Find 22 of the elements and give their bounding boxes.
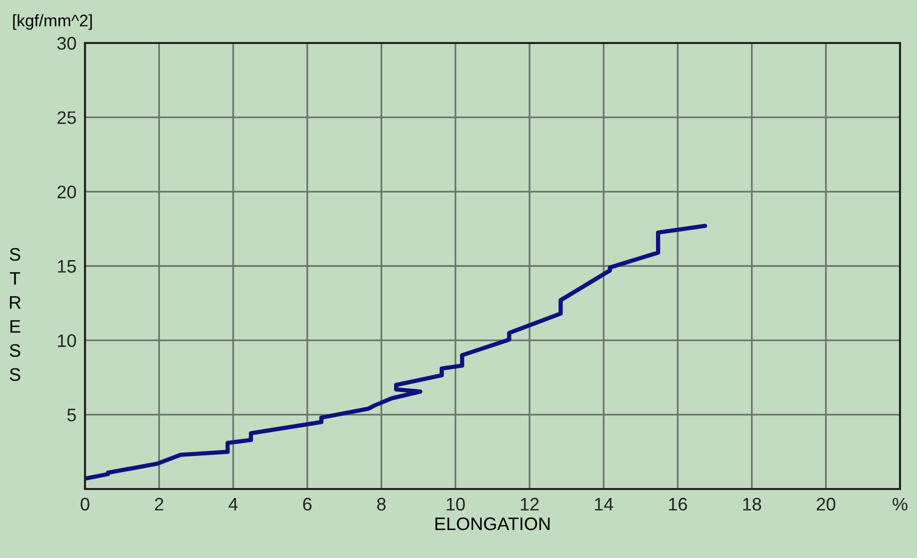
y-tick-label: 20 [57,186,76,198]
x-tick-label: 12 [520,498,539,510]
x-axis-title: ELONGATION [435,517,550,530]
x-tick-label: 18 [743,498,762,511]
x-tick-label: 8 [377,498,386,511]
x-tick-label: 0 [80,498,90,511]
text: [kgf/mm^2] [13,14,92,30]
x-tick-label: % [892,498,908,511]
y-tick-label: 15 [58,260,76,273]
x-tick-label: 4 [228,498,238,510]
x-tick-label: 16 [669,498,687,511]
x-tick-label: 10 [446,498,465,511]
line-series [85,224,708,481]
y-tick-label: 5 [67,408,76,422]
x-tick-label: 6 [303,498,312,511]
y-tick-label: 30 [57,36,76,50]
y-tick-label: 10 [58,334,76,348]
x-tick-label: 14 [594,498,614,510]
y-tick-label: 25 [57,111,76,124]
x-tick-label: 20 [816,498,836,511]
y-axis-title: S T R E S S [10,248,21,381]
x-tick-label: 2 [154,498,164,510]
